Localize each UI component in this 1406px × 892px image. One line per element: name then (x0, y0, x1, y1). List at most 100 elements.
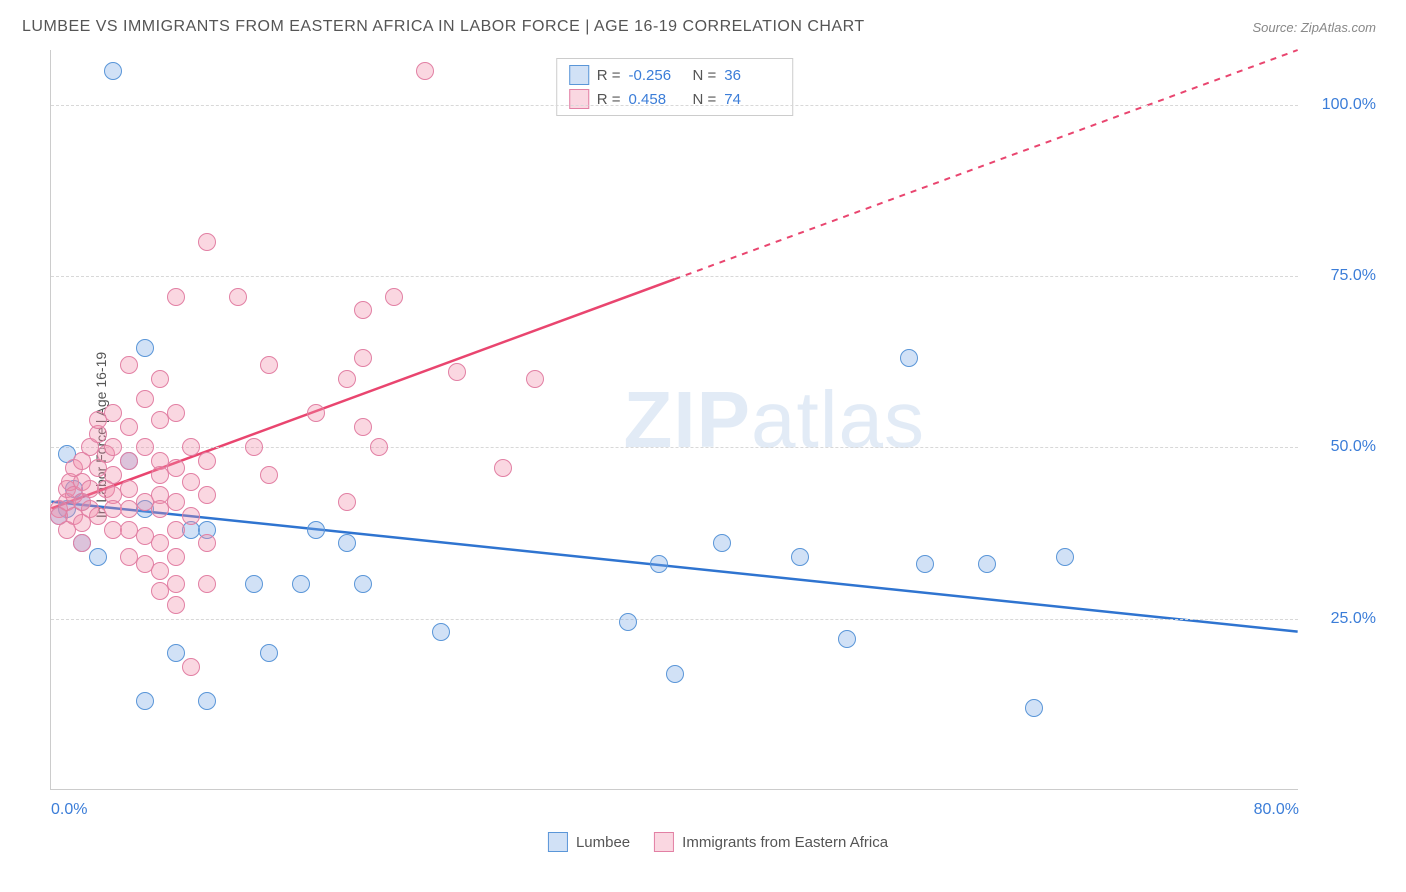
data-point (89, 548, 107, 566)
data-point (292, 575, 310, 593)
n-label: N = (693, 67, 717, 84)
data-point (136, 390, 154, 408)
series-legend: Lumbee Immigrants from Eastern Africa (548, 832, 888, 852)
data-point (370, 438, 388, 456)
legend-row-eastern-africa: R = 0.458 N = 74 (569, 87, 781, 111)
data-point (151, 370, 169, 388)
data-point (182, 438, 200, 456)
gridline (51, 276, 1298, 277)
data-point (104, 466, 122, 484)
data-point (167, 493, 185, 511)
data-point (666, 665, 684, 683)
legend-item-lumbee: Lumbee (548, 832, 630, 852)
data-point (136, 692, 154, 710)
data-point (120, 480, 138, 498)
data-point (136, 438, 154, 456)
data-point (338, 493, 356, 511)
data-point (167, 575, 185, 593)
data-point (167, 288, 185, 306)
r-value-lumbee: -0.256 (629, 67, 685, 84)
swatch-eastern-africa-icon (654, 832, 674, 852)
n-value-lumbee: 36 (724, 67, 780, 84)
x-tick: 0.0% (51, 801, 87, 819)
data-point (432, 623, 450, 641)
data-point (151, 562, 169, 580)
data-point (198, 692, 216, 710)
data-point (167, 521, 185, 539)
data-point (354, 301, 372, 319)
chart-title: LUMBEE VS IMMIGRANTS FROM EASTERN AFRICA… (22, 18, 865, 36)
data-point (619, 613, 637, 631)
data-point (73, 534, 91, 552)
data-point (104, 438, 122, 456)
data-point (198, 452, 216, 470)
data-point (307, 521, 325, 539)
data-point (167, 596, 185, 614)
gridline (51, 619, 1298, 620)
data-point (838, 630, 856, 648)
data-point (650, 555, 668, 573)
data-point (198, 575, 216, 593)
data-point (167, 548, 185, 566)
data-point (916, 555, 934, 573)
data-point (978, 555, 996, 573)
data-point (354, 349, 372, 367)
data-point (182, 658, 200, 676)
data-point (307, 404, 325, 422)
data-point (198, 534, 216, 552)
data-point (338, 534, 356, 552)
y-tick: 50.0% (1331, 438, 1376, 456)
data-point (494, 459, 512, 477)
y-tick: 100.0% (1322, 96, 1376, 114)
data-point (151, 534, 169, 552)
data-point (104, 62, 122, 80)
data-point (229, 288, 247, 306)
data-point (713, 534, 731, 552)
data-point (526, 370, 544, 388)
data-point (260, 644, 278, 662)
swatch-eastern-africa (569, 89, 589, 109)
data-point (182, 507, 200, 525)
swatch-lumbee (569, 65, 589, 85)
data-point (260, 356, 278, 374)
data-point (245, 575, 263, 593)
data-point (448, 363, 466, 381)
data-point (791, 548, 809, 566)
gridline (51, 105, 1298, 106)
data-point (182, 473, 200, 491)
data-point (245, 438, 263, 456)
chart-container: In Labor Force | Age 16-19 ZIPatlas R = … (50, 50, 1386, 820)
data-point (1025, 699, 1043, 717)
data-point (104, 404, 122, 422)
data-point (120, 452, 138, 470)
legend-row-lumbee: R = -0.256 N = 36 (569, 63, 781, 87)
data-point (1056, 548, 1074, 566)
data-point (416, 62, 434, 80)
data-point (260, 466, 278, 484)
scatter-plot: ZIPatlas R = -0.256 N = 36 R = 0.458 N =… (50, 50, 1298, 790)
data-point (385, 288, 403, 306)
data-point (167, 404, 185, 422)
data-point (338, 370, 356, 388)
source-attribution: Source: ZipAtlas.com (1252, 20, 1376, 35)
legend-label-lumbee: Lumbee (576, 834, 630, 851)
data-point (354, 418, 372, 436)
data-point (198, 486, 216, 504)
data-point (900, 349, 918, 367)
correlation-legend: R = -0.256 N = 36 R = 0.458 N = 74 (556, 58, 794, 116)
legend-item-eastern-africa: Immigrants from Eastern Africa (654, 832, 888, 852)
data-point (136, 339, 154, 357)
data-point (120, 418, 138, 436)
swatch-lumbee-icon (548, 832, 568, 852)
data-point (167, 459, 185, 477)
data-point (167, 644, 185, 662)
data-point (120, 356, 138, 374)
legend-label-eastern-africa: Immigrants from Eastern Africa (682, 834, 888, 851)
y-tick: 75.0% (1331, 267, 1376, 285)
x-tick: 80.0% (1254, 801, 1299, 819)
y-tick: 25.0% (1331, 610, 1376, 628)
data-point (198, 233, 216, 251)
r-label: R = (597, 67, 621, 84)
data-point (354, 575, 372, 593)
gridline (51, 447, 1298, 448)
